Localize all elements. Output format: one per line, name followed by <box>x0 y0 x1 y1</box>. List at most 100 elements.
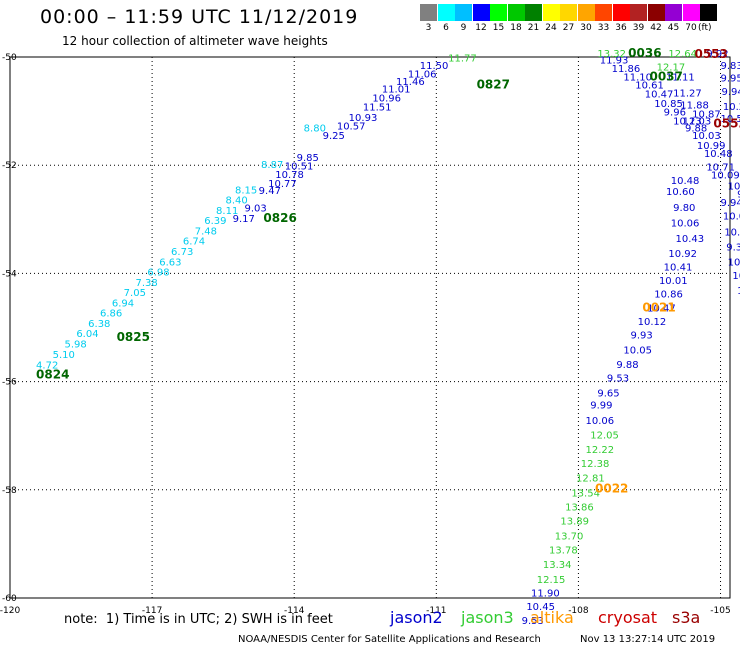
wave-height-value: 4.72 <box>36 361 58 372</box>
wave-height-value: 12.05 <box>590 430 619 441</box>
legend-swatch <box>560 4 577 21</box>
wave-height-value: 10.58 <box>721 114 740 125</box>
wave-height-value: 9.47 <box>259 186 281 197</box>
legend-unit: (ft) <box>698 23 712 33</box>
pass-time-label: 0022 <box>595 482 628 496</box>
wave-height-value: 10.09 <box>711 171 740 182</box>
legend-swatch <box>700 4 717 21</box>
legend-label: 27 <box>562 23 575 33</box>
axis-labels: -120 -117 -114 -111 -108 -105 -50 -52 -54 -56 -58 -… <box>0 53 731 616</box>
wave-height-value: 6.73 <box>171 247 193 258</box>
wave-height-value: 9.95 <box>721 73 740 84</box>
wave-height-value: 11.51 <box>363 103 392 114</box>
wave-height-value: 9.99 <box>590 401 612 412</box>
wave-height-value: 10.85 <box>654 99 683 110</box>
lat-tick-label: -60 <box>2 594 17 604</box>
wave-height-value: 11.50 <box>420 61 449 72</box>
wave-height-value: 6.86 <box>100 309 122 320</box>
wave-height-value: 11.27 <box>673 88 702 99</box>
wave-height-value: 5.10 <box>53 350 75 361</box>
wave-height-value: 10.60 <box>666 187 695 198</box>
legend-label: 9 <box>460 23 467 33</box>
grid-lines <box>10 57 730 598</box>
wave-height-value: 12.17 <box>657 63 686 74</box>
wave-height-value: 7.05 <box>124 288 146 299</box>
wave-height-value: 13.89 <box>560 516 589 527</box>
wave-height-value: 10.62 <box>724 228 740 239</box>
lon-tick-label: -108 <box>568 606 589 616</box>
legend-swatch <box>630 4 647 21</box>
satellite-name: altika <box>530 608 574 627</box>
wave-height-value: 10.48 <box>671 176 700 187</box>
wave-height-value: 10.47 <box>647 303 676 314</box>
wave-height-value: 10.48 <box>704 149 733 160</box>
satellite-name: cryosat <box>598 608 658 627</box>
wave-height-value: 13.34 <box>543 560 572 571</box>
wave-height-value: 10.61 <box>635 80 664 91</box>
wave-height-value: 9.39 <box>726 243 740 254</box>
wave-height-value: 10.96 <box>372 93 401 104</box>
footer-note: note: 1) Time is in UTC; 2) SWH is in fe… <box>64 612 333 627</box>
wave-height-value: 12.38 <box>581 459 610 470</box>
legend-label: 36 <box>615 23 627 33</box>
legend-swatch <box>577 4 595 21</box>
wave-height-value: 12.22 <box>586 445 615 456</box>
wave-height-value: 9.96 <box>664 107 686 118</box>
legend-label: 18 <box>510 23 522 33</box>
wave-height-value: 10.50 <box>728 257 740 268</box>
pass-time-label: 0827 <box>477 77 510 91</box>
wave-height-value: 9.65 <box>597 389 619 400</box>
wave-height-value: 11.46 <box>396 77 425 88</box>
legend-swatch <box>507 4 525 21</box>
wave-height-value: 11.88 <box>680 100 709 111</box>
lat-tick-label: -50 <box>2 53 17 63</box>
wave-height-value: 11.03 <box>683 117 712 128</box>
wave-height-value: 8.87 <box>261 160 283 171</box>
wave-height-value: 12.64 <box>668 49 697 60</box>
wave-height-value: 9.68 <box>737 190 740 201</box>
legend-swatch <box>542 4 560 21</box>
satellite-name: jason3 <box>461 608 514 627</box>
wave-height-value: 12.15 <box>537 575 566 586</box>
wave-height-value: 6.98 <box>147 268 169 279</box>
wave-height-value: 6.94 <box>112 298 134 309</box>
wave-height-value: 10.23 <box>673 117 702 128</box>
lon-tick-label: -117 <box>142 606 162 616</box>
wave-height-value: 10.41 <box>664 263 693 274</box>
wave-height-value: 10.03 <box>692 131 721 142</box>
wave-height-value: 10.12 <box>638 317 667 328</box>
wave-height-value: 10.86 <box>654 290 683 301</box>
lat-tick-label: -54 <box>2 269 17 279</box>
wave-height-value: 10.26 <box>723 102 740 113</box>
legend-swatch <box>525 4 542 21</box>
pass-time-label: 0826 <box>263 211 296 225</box>
wave-height-value: 10.93 <box>349 113 378 124</box>
wave-height-value: 10.06 <box>671 218 700 229</box>
legend-swatch <box>647 4 665 21</box>
legend-swatch <box>595 4 612 21</box>
wave-height-value: 6.74 <box>183 237 205 248</box>
wave-height-value: 10.25 <box>732 271 740 282</box>
wave-height-value: 9.83 <box>721 61 740 72</box>
wave-height-value: 11.11 <box>666 72 695 83</box>
legend-label: 12 <box>475 23 487 33</box>
wave-height-value: 10.71 <box>706 163 735 174</box>
wave-height-value: 10.51 <box>285 162 314 173</box>
wave-height-value: 10.47 <box>645 90 674 101</box>
wave-height-value: 9.92 <box>706 49 728 60</box>
wave-height-value: 10.43 <box>676 234 705 245</box>
wave-height-value: 6.63 <box>159 257 181 268</box>
wave-height-value: 11.90 <box>531 588 560 599</box>
wave-height-value: 13.32 <box>597 49 626 60</box>
wave-height-value: 9.94 <box>721 198 740 209</box>
wave-height-value: 10.05 <box>623 345 652 356</box>
wave-height-value: 6.39 <box>204 216 226 227</box>
satellite-name: s3a <box>672 608 701 627</box>
wave-height-value: 9.94 <box>721 87 740 98</box>
wave-height-value: 9.85 <box>297 153 319 164</box>
map-title: 00:00 – 11:59 UTC 11/12/2019 <box>40 6 359 28</box>
wave-height-value: 9.80 <box>673 203 695 214</box>
wave-height-value: 10.78 <box>275 170 304 181</box>
legend-label: 15 <box>492 23 505 33</box>
